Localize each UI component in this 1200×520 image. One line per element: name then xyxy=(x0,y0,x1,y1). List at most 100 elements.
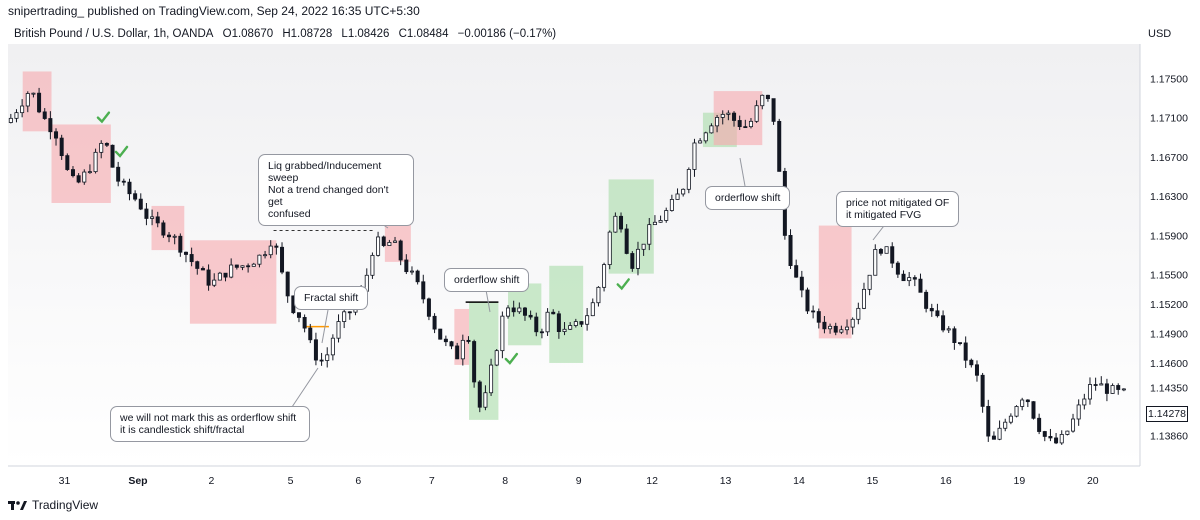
candle xyxy=(76,173,81,184)
candle xyxy=(748,118,753,129)
candle-body xyxy=(59,137,64,157)
check-mark xyxy=(114,145,129,158)
candle xyxy=(743,119,748,129)
zones-layer xyxy=(22,71,852,420)
candle-body xyxy=(296,312,301,318)
candle-body xyxy=(845,326,850,331)
candle-body xyxy=(715,117,720,127)
candle xyxy=(144,203,149,226)
candle-body xyxy=(212,279,217,286)
candle-body xyxy=(70,169,75,177)
candle-body xyxy=(150,216,155,219)
candle xyxy=(1048,428,1053,442)
candle xyxy=(37,87,42,114)
candle-body xyxy=(1110,385,1115,394)
candle-body xyxy=(647,224,652,245)
candle xyxy=(991,431,996,440)
candle-body xyxy=(155,216,160,224)
candle xyxy=(455,342,460,360)
candle-body xyxy=(765,94,770,100)
candle-body xyxy=(833,325,838,333)
candle xyxy=(907,272,912,287)
close-value: C1.08484 xyxy=(398,28,449,40)
candle-body xyxy=(347,311,352,314)
candle-body xyxy=(257,254,262,265)
x-tick-label: 7 xyxy=(429,475,435,487)
candle xyxy=(935,303,940,318)
callout-fractal-shift: Fractal shift xyxy=(294,286,369,310)
candle xyxy=(924,289,929,313)
candle-body xyxy=(217,272,222,281)
candle-body xyxy=(974,364,979,376)
candle xyxy=(974,360,979,382)
candle xyxy=(161,220,166,238)
candle-body xyxy=(285,271,290,297)
candle xyxy=(1054,432,1059,445)
candle-body xyxy=(246,265,251,268)
candle xyxy=(901,270,906,282)
candle xyxy=(240,265,245,271)
candle xyxy=(494,349,499,367)
candle-body xyxy=(319,359,324,362)
candle-body xyxy=(861,288,866,309)
candle xyxy=(409,266,414,275)
candle xyxy=(664,207,669,223)
candle-body xyxy=(901,273,906,282)
candle-body xyxy=(415,270,420,283)
candle-body xyxy=(472,341,477,383)
candle-body xyxy=(87,171,92,174)
candle-body xyxy=(997,427,1002,440)
candle xyxy=(788,229,793,269)
candle-body xyxy=(313,339,318,361)
footer-brand[interactable]: TradingView xyxy=(8,498,98,512)
x-tick-label: 31 xyxy=(59,475,71,487)
candle xyxy=(54,128,59,146)
candle xyxy=(551,309,556,315)
candle xyxy=(93,148,98,174)
candle xyxy=(217,271,222,281)
candle xyxy=(1082,393,1087,410)
candle-body xyxy=(421,281,426,300)
y-tick-label: 1.13860 xyxy=(1150,431,1188,443)
candle-body xyxy=(969,359,974,366)
candle-body xyxy=(404,259,409,273)
check-mark xyxy=(96,111,111,124)
candle-body xyxy=(596,286,601,304)
candle xyxy=(200,266,205,271)
candle-body xyxy=(37,92,42,113)
candle-body xyxy=(562,328,567,332)
candle xyxy=(212,273,217,288)
candle-body xyxy=(308,327,313,341)
candle xyxy=(805,287,810,314)
x-tick-label: Sep xyxy=(128,475,147,487)
candle xyxy=(172,234,177,245)
candle-body xyxy=(602,264,607,288)
candle xyxy=(104,142,109,148)
candle xyxy=(573,318,578,328)
candle xyxy=(330,334,335,361)
candle-body xyxy=(929,308,934,312)
candle xyxy=(980,372,985,413)
candle xyxy=(754,100,759,123)
candle-body xyxy=(794,265,799,278)
author-name[interactable]: snipertrading_ xyxy=(8,4,85,18)
candle-body xyxy=(183,251,188,255)
candle-body xyxy=(1076,404,1081,420)
candle-body xyxy=(1121,388,1126,391)
candle-body xyxy=(856,307,861,320)
candle xyxy=(167,231,172,243)
x-tick-label: 12 xyxy=(646,475,658,487)
candle xyxy=(850,317,855,335)
candle xyxy=(590,298,595,317)
candle xyxy=(1008,413,1013,425)
candle-body xyxy=(1042,431,1047,437)
candle xyxy=(969,358,974,368)
candle xyxy=(1065,430,1070,436)
candle-body xyxy=(958,342,963,344)
candle-body xyxy=(732,112,737,121)
candle-body xyxy=(607,231,612,266)
candle-body xyxy=(669,199,674,211)
candle-body xyxy=(104,142,109,146)
candle-body xyxy=(743,126,748,129)
